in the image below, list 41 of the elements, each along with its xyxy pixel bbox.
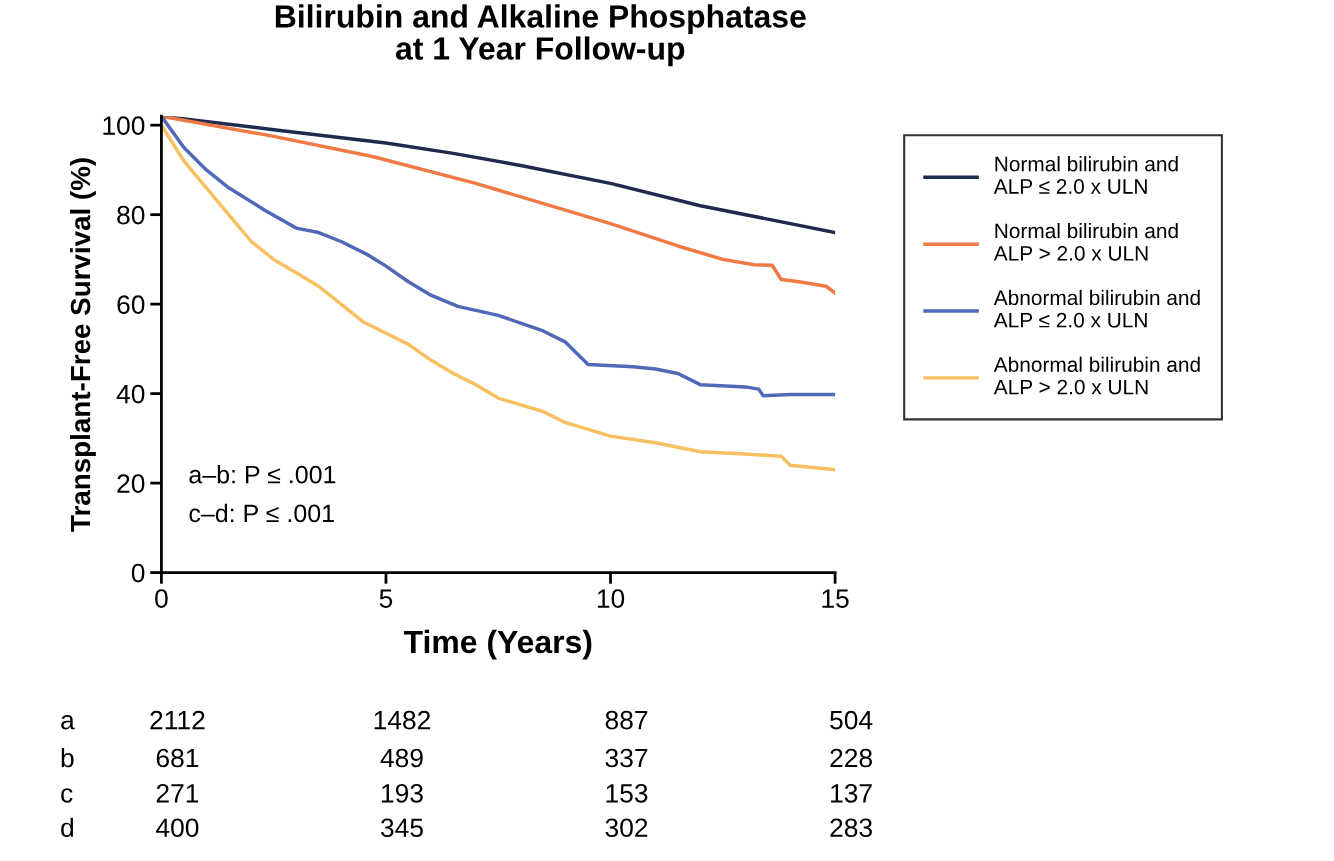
y-tick-label: 60 <box>117 295 145 314</box>
text: 228 <box>830 748 872 768</box>
y-tick-label: 0 <box>131 563 145 583</box>
line-series <box>161 116 836 295</box>
x-tick-label: 15 <box>822 589 849 608</box>
text: 887 <box>605 710 648 730</box>
text: 489 <box>380 748 423 768</box>
legend-label: Normal bilirubin and ALP ≤ 2.0 x ULN <box>993 156 1178 194</box>
text: 271 <box>156 783 199 803</box>
text: 193 <box>381 783 423 803</box>
x-tick-label: 10 <box>597 589 625 608</box>
x-axis-title: Time (Years) <box>403 629 592 660</box>
text: 1482 <box>374 710 431 730</box>
chart-title: Bilirubin and Alkaline Phosphatase at 1 Year Follow-up <box>275 4 806 67</box>
text: 302 <box>605 818 648 838</box>
annotation: c–d: P ≤ .001 <box>189 503 334 523</box>
text: a <box>61 715 75 730</box>
legend-label: Abnormal bilirubin and ALP ≤ 2.0 x ULN <box>993 289 1200 328</box>
text: 137 <box>831 783 872 803</box>
text: 337 <box>605 748 648 768</box>
x-tick-label: 5 <box>379 589 393 608</box>
text: c <box>61 788 73 803</box>
text: 400 <box>156 818 199 838</box>
y-tick-label: 20 <box>117 474 145 493</box>
text: b <box>61 747 74 768</box>
text: 681 <box>156 748 199 768</box>
text: 2112 <box>150 710 205 730</box>
text: 345 <box>380 818 423 838</box>
legend-label: Normal bilirubin and ALP > 2.0 x ULN <box>993 222 1178 261</box>
y-tick-label: 40 <box>116 384 145 404</box>
line-series <box>161 116 836 398</box>
y-tick-label: 80 <box>117 205 145 225</box>
text: d <box>61 817 74 838</box>
y-tick-label: 100 <box>103 116 145 135</box>
text: 153 <box>606 783 648 803</box>
text: 283 <box>830 818 872 838</box>
y-axis-title: Transplant-Free Survival (%) <box>69 158 96 532</box>
annotation: a–b: P ≤ .001 <box>189 465 336 484</box>
x-tick-label: 0 <box>155 589 168 608</box>
text: 504 <box>830 710 873 730</box>
legend-label: Abnormal bilirubin and ALP > 2.0 x ULN <box>993 356 1200 395</box>
